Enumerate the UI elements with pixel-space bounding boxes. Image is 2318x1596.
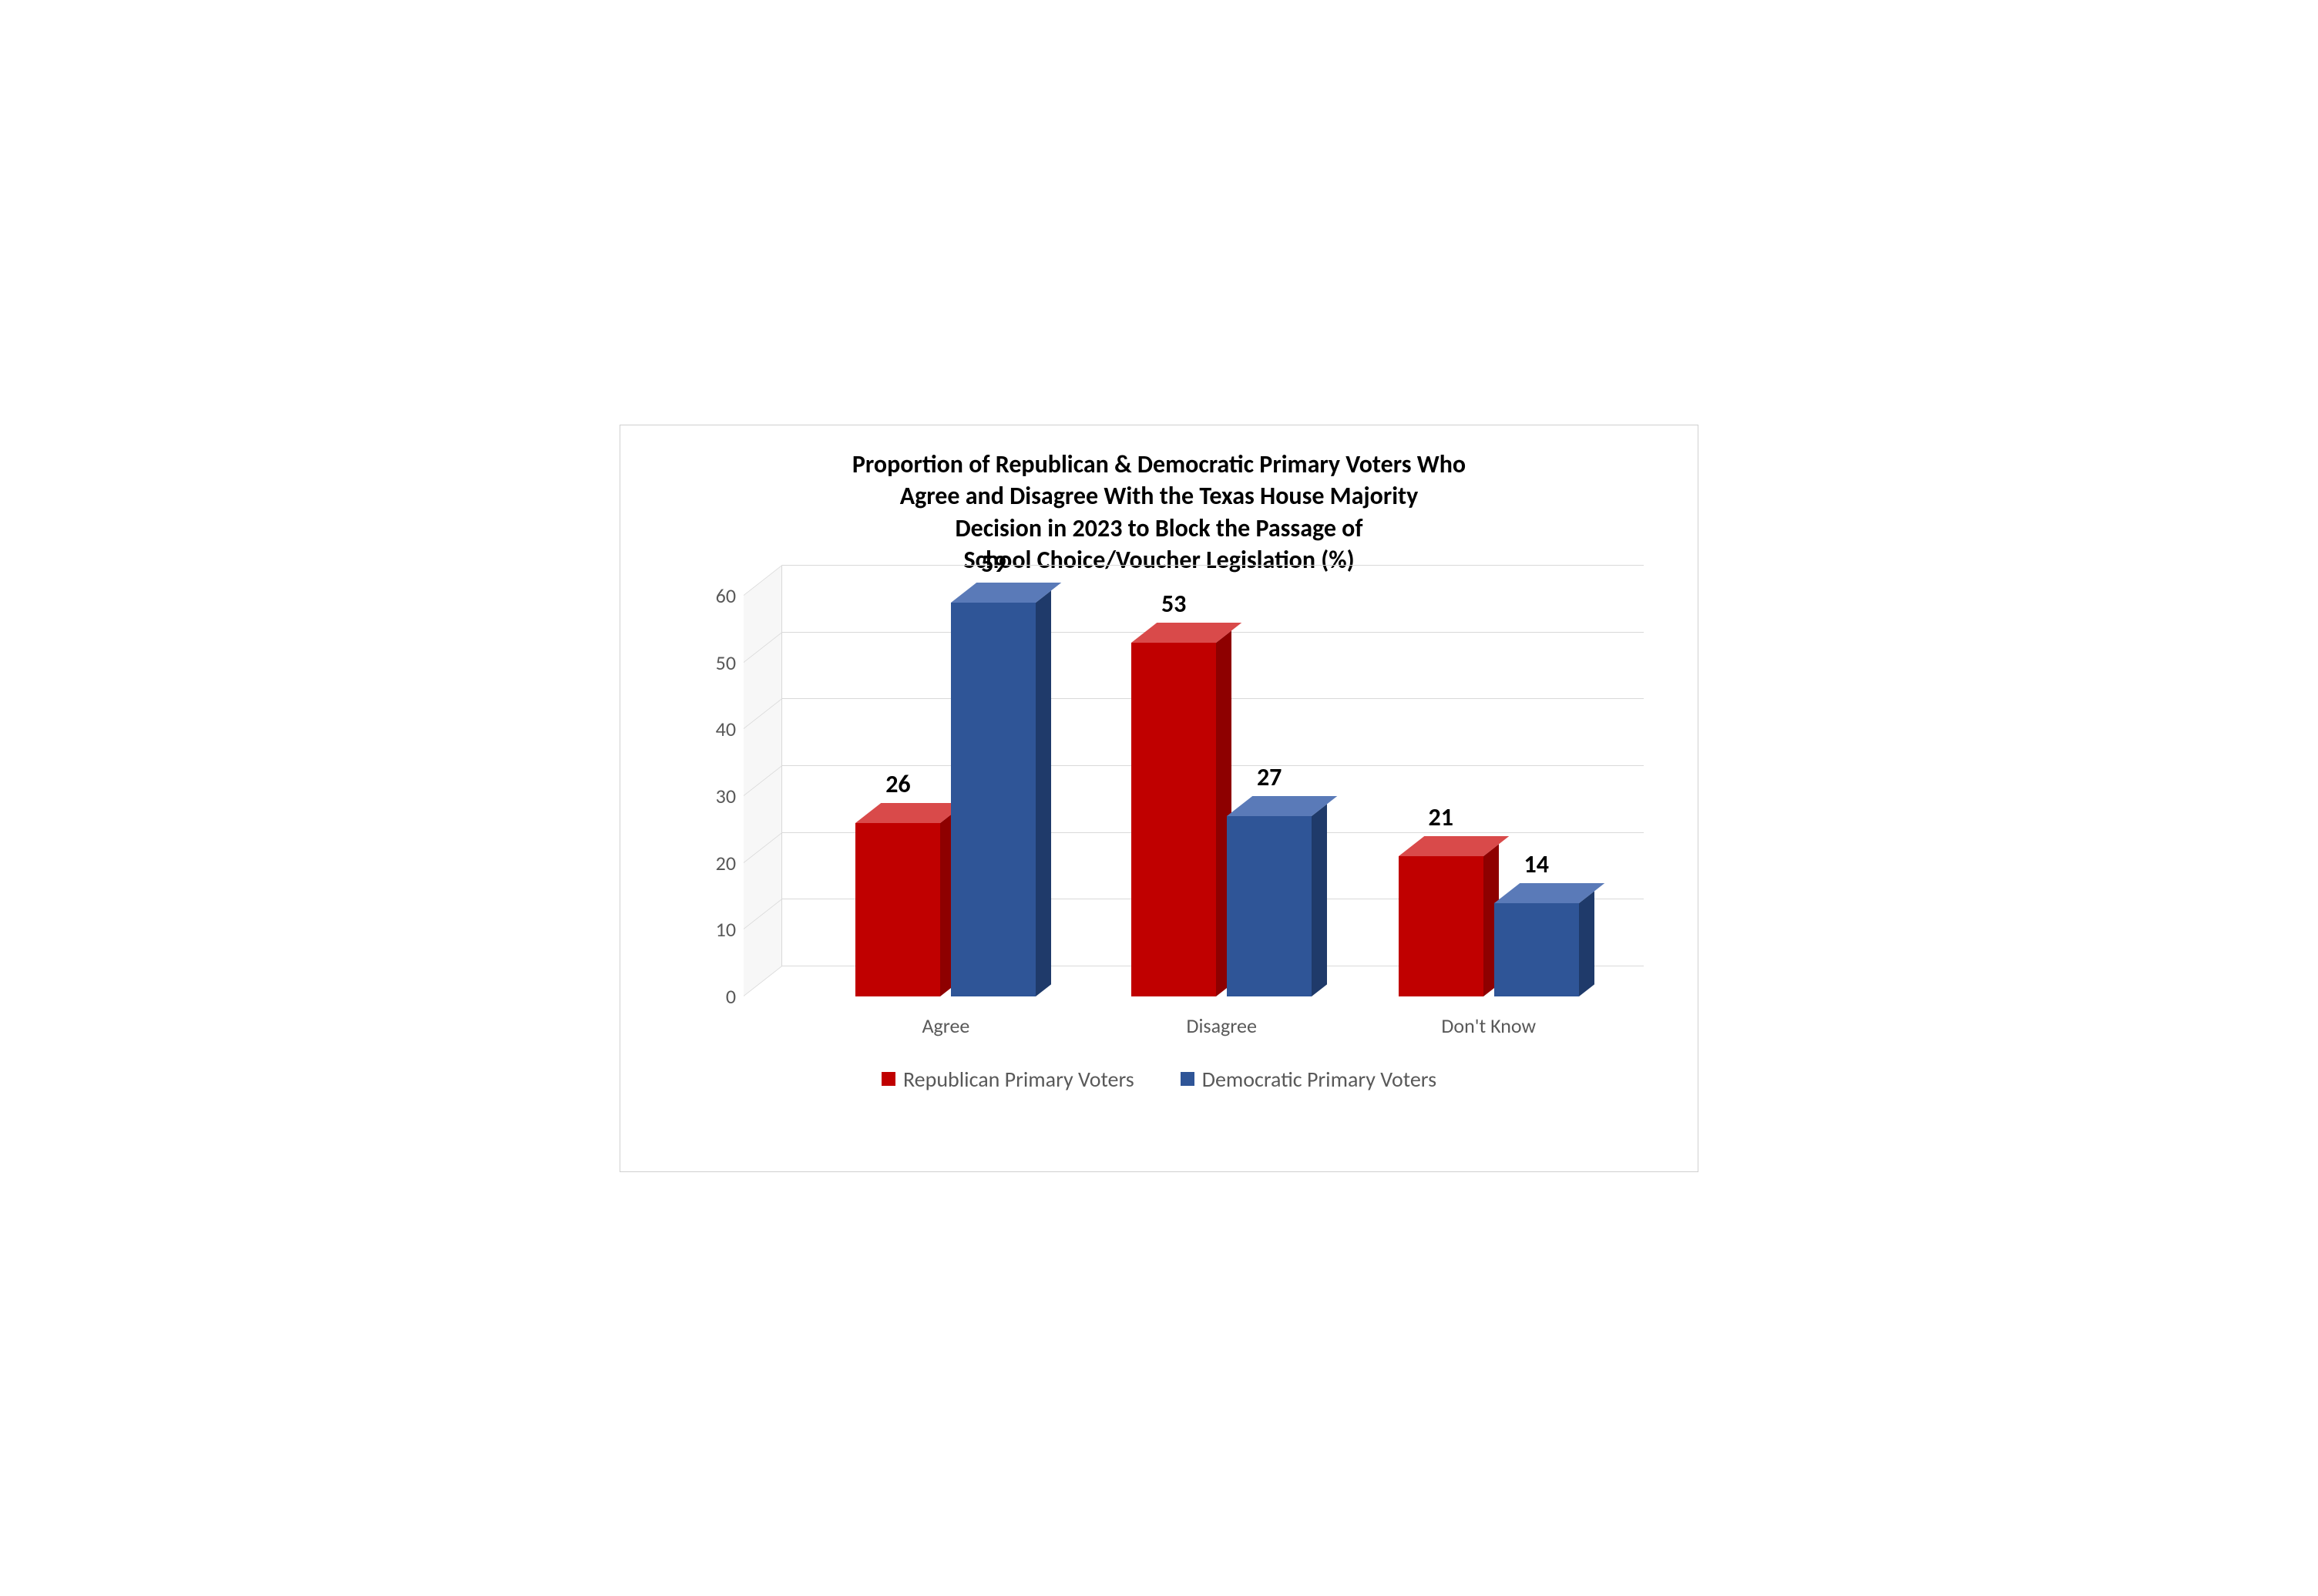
data-label: 59 [981, 549, 1006, 579]
plot-wrapper: 265953272114 AgreeDisagreeDon't Know 010… [651, 596, 1667, 1043]
y-tick-label: 0 [690, 984, 736, 1009]
x-axis-labels: Agree Disagree Don't Know [782, 1004, 1644, 1043]
category-label: Don't Know [1441, 1013, 1536, 1038]
legend: Republican Primary Voters Democratic Pri… [651, 1066, 1667, 1093]
y-tick-label: 50 [690, 650, 736, 675]
bar: 59 [951, 603, 1036, 996]
title-line-2: Decision in 2023 to Block the Passage of [956, 513, 1363, 543]
legend-item-republican: Republican Primary Voters [882, 1066, 1134, 1093]
bar: 27 [1227, 816, 1312, 996]
chart-container: Proportion of Republican & Democratic Pr… [620, 425, 1698, 1172]
legend-item-democratic: Democratic Primary Voters [1181, 1066, 1436, 1093]
y-tick-label: 30 [690, 784, 736, 808]
data-label: 27 [1257, 762, 1282, 792]
data-label: 26 [885, 769, 910, 799]
data-label: 14 [1524, 849, 1549, 879]
category-label: Disagree [1186, 1013, 1256, 1038]
y-tick-label: 60 [690, 583, 736, 608]
bars-layer: 265953272114 [782, 596, 1644, 996]
bar: 14 [1494, 903, 1579, 996]
title-line-1: Agree and Disagree With the Texas House … [900, 481, 1419, 511]
data-label: 21 [1429, 802, 1453, 832]
bar: 21 [1399, 856, 1483, 996]
y-tick-label: 40 [690, 717, 736, 741]
bar: 53 [1131, 643, 1216, 996]
bar: 26 [855, 823, 940, 996]
legend-label: Democratic Primary Voters [1202, 1066, 1436, 1093]
legend-swatch [1181, 1072, 1194, 1086]
category-label: Agree [922, 1013, 969, 1038]
data-label: 53 [1161, 589, 1186, 619]
plot-area: 265953272114 [744, 596, 1644, 996]
title-line-0: Proportion of Republican & Democratic Pr… [852, 449, 1466, 479]
gridline [744, 557, 1644, 596]
y-tick-label: 20 [690, 851, 736, 875]
y-tick-label: 10 [690, 917, 736, 942]
legend-swatch [882, 1072, 895, 1086]
legend-label: Republican Primary Voters [903, 1066, 1134, 1093]
